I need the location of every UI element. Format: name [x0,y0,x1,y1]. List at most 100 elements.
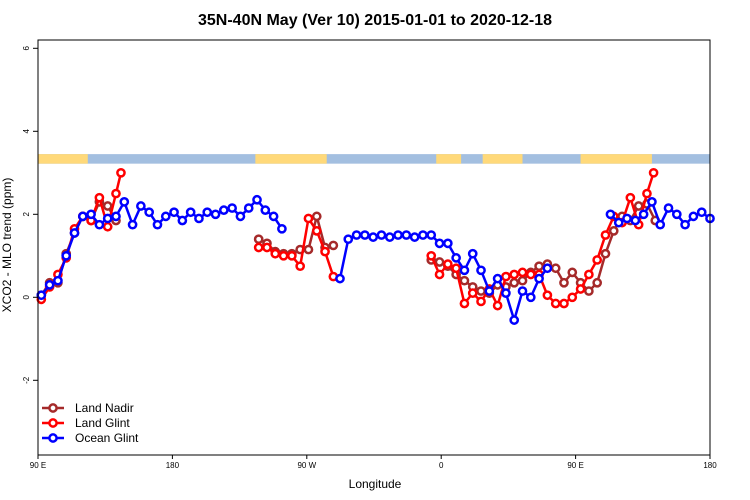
data-point [476,296,486,307]
data-point [152,219,163,230]
data-point [102,213,113,224]
data-point [638,209,649,220]
data-point [169,207,179,218]
data-point [525,292,536,303]
data-point [202,207,213,218]
data-point [517,286,528,296]
data-point [671,209,682,220]
data-point [409,232,420,242]
data-point [492,273,503,284]
data-point [418,230,428,240]
data-point [262,242,272,253]
data-point [376,230,387,240]
data-point [459,275,470,286]
data-point [311,211,322,222]
data-point [509,315,520,325]
data-point [442,238,453,249]
data-point [542,263,553,274]
data-point [426,230,437,240]
data-point [320,246,330,257]
data-point [542,290,553,301]
data-point [459,298,470,309]
data-point [625,192,636,203]
data-point [476,265,486,276]
data-point [127,219,138,230]
legend-marker [48,403,58,413]
data-point [343,234,354,245]
legend-marker [48,418,58,428]
land-band-segment [482,154,523,164]
data-point [509,269,520,280]
data-point [235,211,246,222]
data-point [550,298,561,309]
data-point [434,238,445,249]
data-point [630,215,641,226]
data-point [260,205,271,215]
data-point [680,219,690,230]
data-point [253,234,264,245]
data-point [328,240,339,251]
x-tick-label: 90 E [30,461,46,470]
data-point [434,257,445,267]
data-point [303,213,314,224]
data-point [622,213,632,224]
land-band-segment [255,154,327,164]
data-point [613,217,624,228]
data-point [559,298,569,309]
data-point [393,230,403,240]
data-point [467,248,478,259]
y-tick-label: 6 [22,46,31,51]
data-point [177,215,188,226]
data-point [36,290,47,301]
x-tick-label: 180 [166,461,180,470]
data-point [94,192,105,203]
data-point [278,250,289,261]
y-tick-label: -2 [22,376,31,384]
data-point [467,288,478,298]
data-point [287,250,297,261]
data-point [136,201,146,211]
data-point [94,219,105,230]
data-point [509,277,520,288]
data-point [605,209,616,220]
data-point [102,201,113,211]
data-point [600,230,611,240]
data-point [384,232,395,242]
data-point [116,167,126,178]
data-point [550,263,561,274]
data-point [608,226,619,236]
data-point [525,269,536,280]
data-point [567,292,578,303]
data-point [111,188,121,199]
y-axis-label: XCO2 - MLO trend (ppm) [0,178,14,313]
data-point [218,205,229,215]
data-point [592,255,603,265]
data-point [584,269,594,280]
land-band-segment [38,154,88,164]
plot-frame [37,39,711,456]
series-line [258,217,335,277]
data-point [476,286,486,296]
data-point [144,207,155,218]
data-point [303,244,314,255]
data-point [492,300,503,311]
x-tick-label: 0 [439,461,444,470]
data-point [459,265,470,276]
y-tick-label: 0 [22,295,31,300]
y-tick-label: 2 [22,212,31,217]
data-point [501,271,511,282]
data-point [44,280,55,290]
data-point [368,232,379,242]
data-point [360,230,370,240]
data-point [600,248,611,259]
data-point [442,259,453,269]
data-point [160,211,171,222]
chart-title: 35N-40N May (Ver 10) 2015-01-01 to 2020-… [198,12,552,29]
data-point [663,203,674,213]
data-point [351,230,362,240]
data-point [501,288,511,298]
data-point [534,273,544,284]
data-point [517,275,528,286]
data-point [335,273,345,284]
